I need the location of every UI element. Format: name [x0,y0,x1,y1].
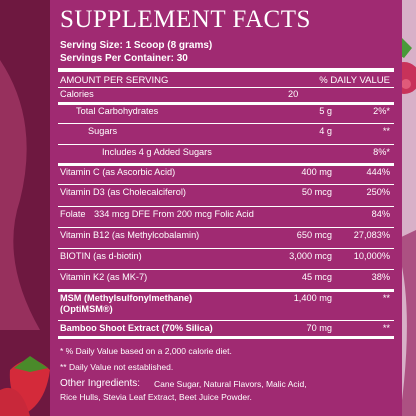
divider [58,123,394,124]
daily-value: 10,000% [353,251,390,261]
amount: 50 mcg [301,187,332,197]
other-ingredients: Cane Sugar, Natural Flavors, Malic Acid, [154,379,307,389]
nutrient-name: Bamboo Shoot Extract (70% Silica) [60,323,213,333]
amount: 20 [288,89,299,99]
footnote: * % Daily Value based on a 2,000 calorie… [60,346,232,356]
daily-value: ** [382,293,390,303]
nutrient-name: Total Carbohydrates [76,106,159,116]
nutrient-name: BIOTIN (as d-biotin) [60,251,142,261]
nutrient-name: MSM (Methylsulfonylmethane) [60,293,193,303]
daily-value: 444% [366,167,391,177]
divider [58,102,394,105]
nutrient-name: Sugars [88,126,118,136]
divider [58,87,394,88]
divider [58,336,394,339]
supplement-facts-panel: SUPPLEMENT FACTS Serving Size: 1 Scoop (8… [50,0,402,416]
divider [58,68,394,72]
nutrient-name: Vitamin D3 (as Cholecalciferol) [60,187,186,197]
amount: 5 g [319,106,332,116]
juice-swirl [0,60,40,330]
amount: 70 mg [306,323,332,333]
nutrient-name: Includes 4 g Added Sugars [102,147,212,157]
divider [58,144,394,145]
nutrient-name: Vitamin K2 (as MK-7) [60,272,148,282]
daily-value: 27,083% [353,230,390,240]
divider [58,269,394,270]
column-header: AMOUNT PER SERVING [60,75,169,86]
nutrient-name: Calories [60,89,94,99]
amount: 1,400 mg [293,293,332,303]
amount: 400 mg [301,167,332,177]
nutrient-name: (OptiMSM®) [60,304,113,314]
column-header: % DAILY VALUE [319,75,390,86]
daily-value: ** [382,323,390,333]
divider [58,163,394,166]
divider [58,227,394,228]
title: SUPPLEMENT FACTS [60,6,311,33]
juice-splash [395,230,416,416]
other-ingredients-label: Other Ingredients: [60,378,141,389]
daily-value: 250% [366,187,391,197]
divider [58,320,394,321]
divider [58,184,394,185]
daily-value: ** [382,126,390,136]
other-ingredients: Rice Hulls, Stevia Leaf Extract, Beet Ju… [60,392,252,402]
strawberry [0,356,50,416]
daily-value: 8%* [373,147,390,157]
daily-value: 38% [371,272,390,282]
amount: 4 g [319,126,332,136]
amount: 650 mcg [296,230,332,240]
divider [58,248,394,249]
daily-value: 2%* [373,106,390,116]
daily-value: 84% [371,209,390,219]
divider [58,206,394,207]
serving-size: Serving Size: 1 Scoop (8 grams) [60,40,213,51]
divider [58,289,394,292]
footnote: ** Daily Value not established. [60,362,174,372]
servings-per-container: Servings Per Container: 30 [60,53,188,64]
nutrient-name: Vitamin C (as Ascorbic Acid) [60,167,176,177]
amount: 334 mcg DFE From 200 mcg Folic Acid [94,209,254,219]
amount: 45 mcg [301,272,332,282]
nutrient-name: Vitamin B12 (as Methylcobalamin) [60,230,200,240]
nutrient-name: Folate [60,209,86,219]
amount: 3,000 mcg [289,251,332,261]
